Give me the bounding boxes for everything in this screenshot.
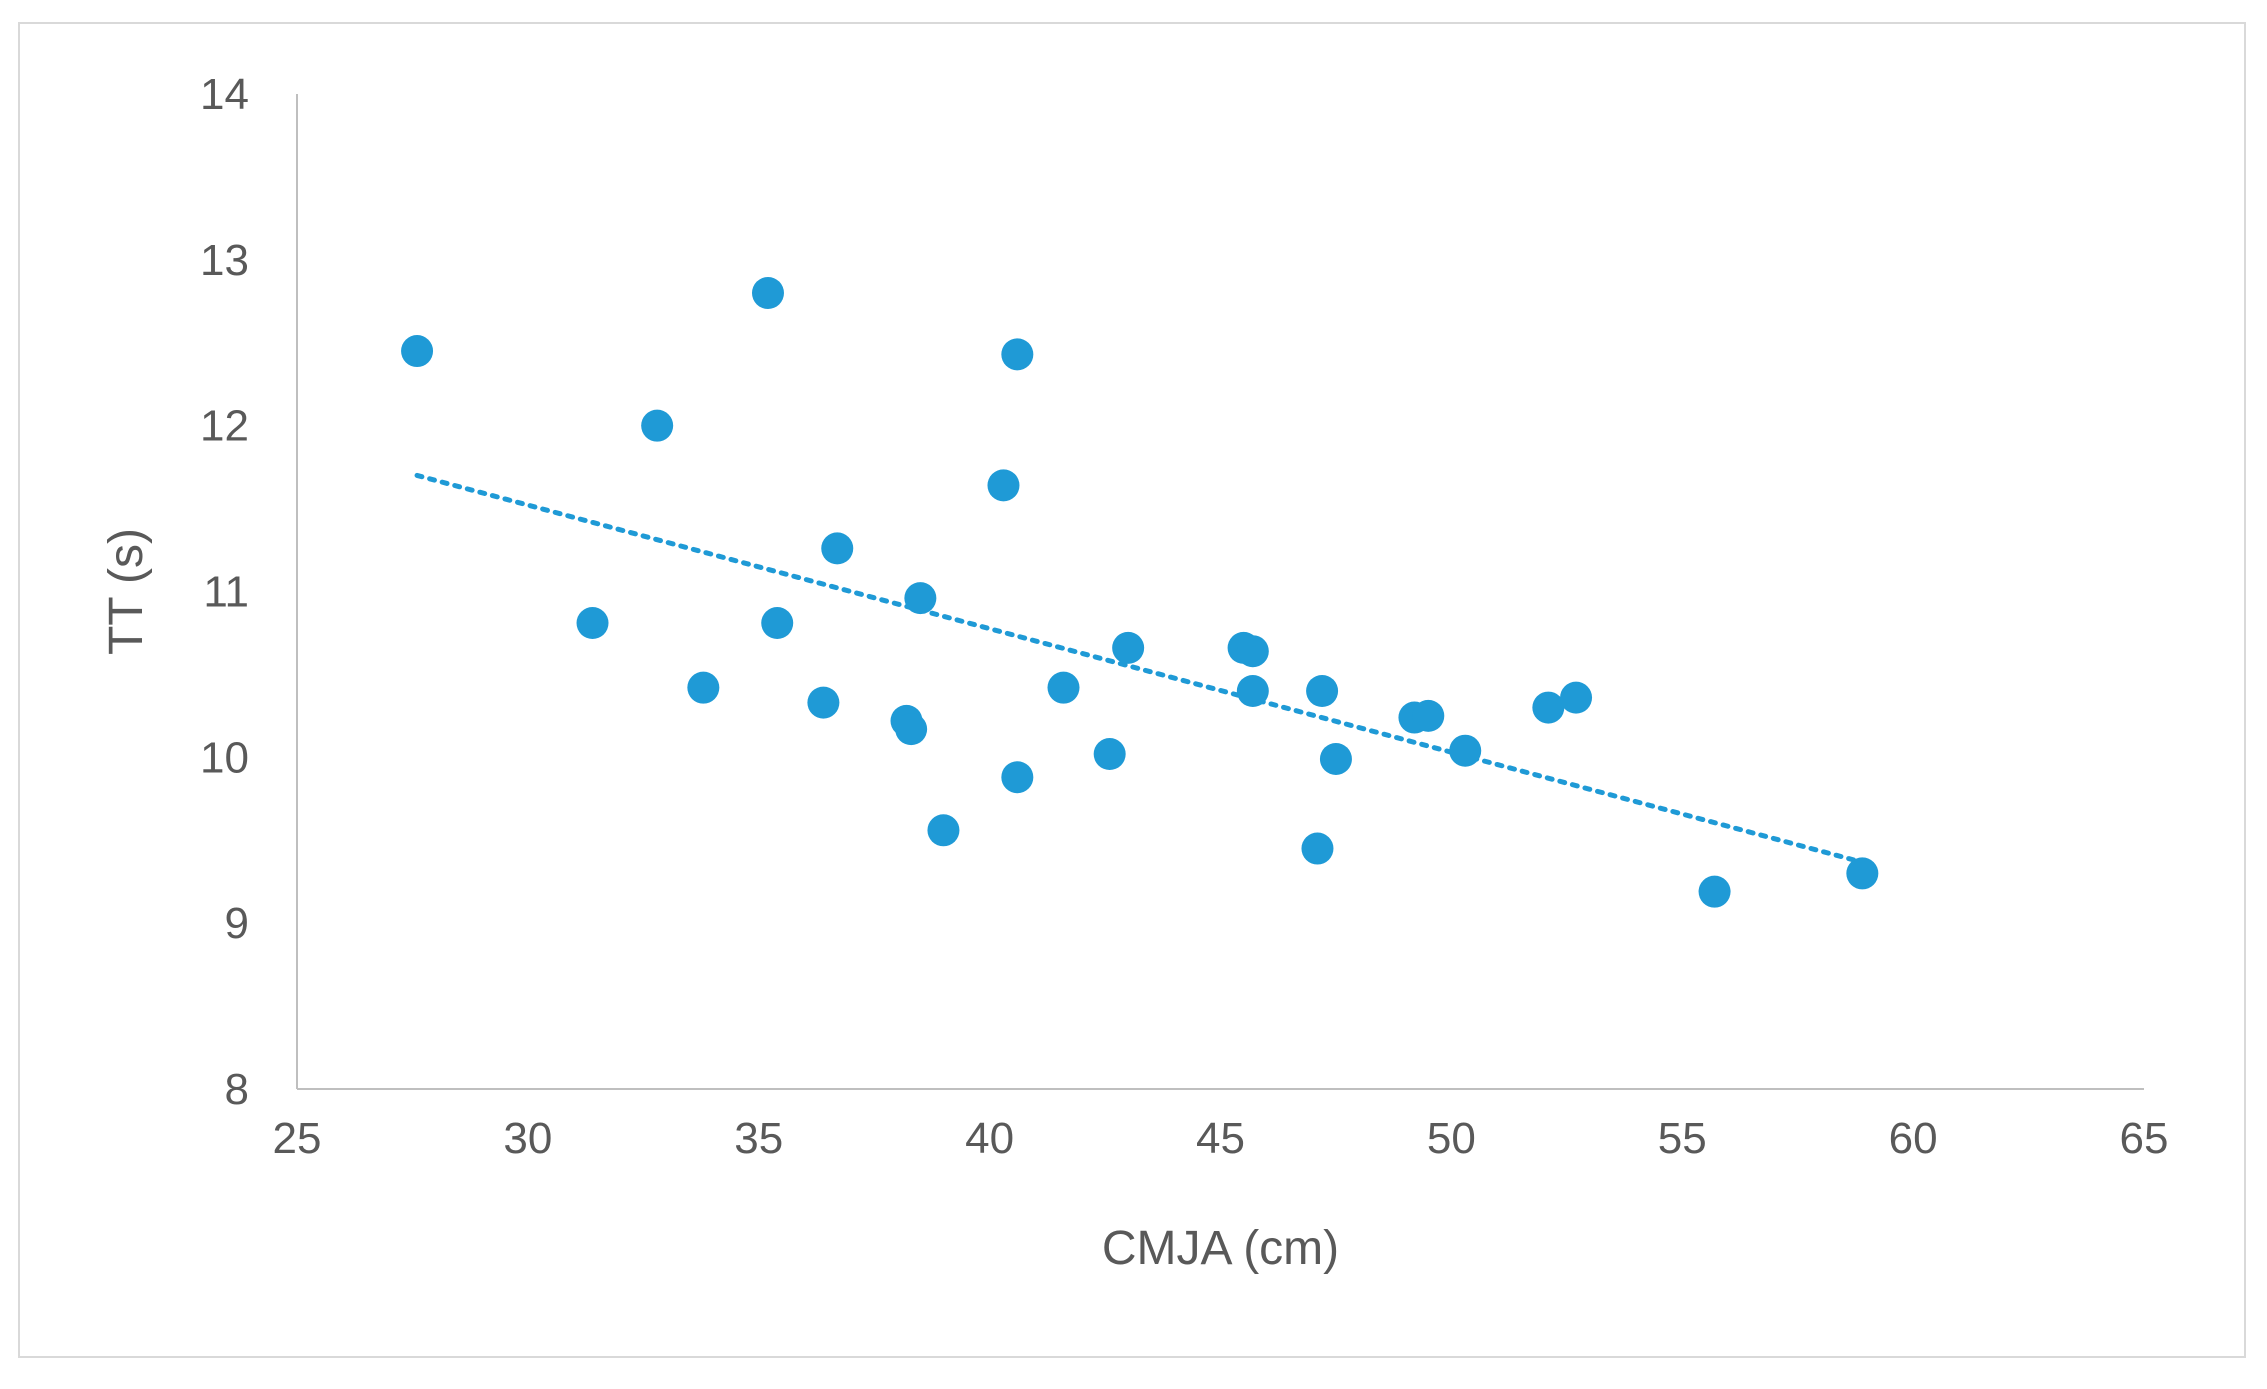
- data-point: [1532, 691, 1565, 724]
- data-point: [807, 686, 840, 719]
- y-tick-label: 8: [225, 1065, 249, 1114]
- y-tick-label: 12: [200, 402, 249, 451]
- x-axis-title: CMJA (cm): [1102, 1222, 1339, 1275]
- y-tick-label: 14: [200, 70, 249, 119]
- trendline: [414, 472, 1870, 866]
- x-tick-label: 30: [503, 1114, 552, 1163]
- y-tick-label: 10: [200, 733, 249, 782]
- x-tick-label: 25: [273, 1114, 322, 1163]
- data-point: [1846, 857, 1879, 890]
- y-tick-labels: 8 9 10 11 12 13 14: [200, 70, 249, 1114]
- x-tick-label: 35: [734, 1114, 783, 1163]
- data-point: [1449, 734, 1482, 767]
- data-point: [1306, 675, 1339, 707]
- data-point: [1093, 738, 1126, 771]
- data-point: [821, 532, 854, 565]
- x-tick-label: 40: [965, 1114, 1014, 1163]
- data-point: [751, 277, 784, 309]
- x-tick-label: 45: [1196, 1114, 1245, 1163]
- data-point: [987, 469, 1020, 502]
- x-tick-label: 65: [2120, 1114, 2169, 1163]
- data-point: [1698, 875, 1731, 908]
- x-tick-label: 60: [1889, 1114, 1938, 1163]
- data-point: [895, 713, 928, 746]
- data-point: [927, 814, 960, 847]
- data-point: [1236, 675, 1269, 707]
- x-tick-label: 55: [1658, 1114, 1707, 1163]
- x-tick-label: 50: [1427, 1114, 1476, 1163]
- y-tick-label: 11: [203, 568, 249, 617]
- scatter-chart: 25 30 35 40 45 50 55 60 65 8 9 10 11 12 13 14 CMJA (cm…: [100, 70, 2169, 1275]
- data-point: [576, 607, 609, 640]
- x-tick-labels: 25 30 35 40 45 50 55 60 65: [273, 1114, 2169, 1163]
- data-point: [761, 607, 794, 640]
- data-point: [1301, 832, 1334, 865]
- y-tick-label: 9: [225, 899, 249, 948]
- data-point: [1001, 338, 1034, 371]
- chart-frame: 25 30 35 40 45 50 55 60 65 8 9 10 11 12 13 14 CMJA (cm…: [18, 22, 2246, 1358]
- data-point: [641, 409, 674, 442]
- data-point: [1319, 742, 1352, 775]
- data-point: [401, 335, 434, 368]
- data-point: [1112, 631, 1145, 664]
- data-point: [1001, 761, 1034, 794]
- data-point: [1560, 681, 1593, 714]
- data-point: [1412, 699, 1445, 732]
- y-tick-label: 13: [200, 236, 249, 285]
- data-points: [401, 277, 1879, 908]
- data-point: [1236, 635, 1269, 668]
- data-point: [904, 582, 937, 615]
- data-point: [687, 671, 720, 704]
- data-point: [1047, 671, 1080, 704]
- y-axis-title: TT (s): [100, 528, 153, 655]
